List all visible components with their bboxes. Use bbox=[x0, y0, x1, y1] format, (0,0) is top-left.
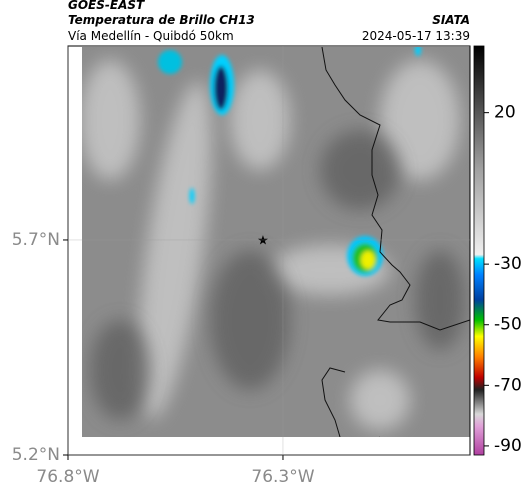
colorbar-tick-label: -30 bbox=[494, 254, 522, 274]
source: SIATA bbox=[432, 13, 470, 27]
svg-text:★: ★ bbox=[257, 234, 269, 249]
x-tick-label: 76.8°W bbox=[36, 467, 99, 487]
colorbar-tick-label: -50 bbox=[494, 315, 522, 335]
x-tick-label: 76.3°W bbox=[251, 467, 314, 487]
satellite-image: ★ bbox=[82, 47, 470, 437]
colorbar bbox=[473, 45, 485, 456]
y-tick-label: 5.7°N bbox=[12, 230, 60, 250]
route: Vía Medellín - Quibdó 50km bbox=[68, 29, 234, 43]
colorbar-tick-label: 20 bbox=[494, 103, 516, 123]
colorbar-tick-label: -70 bbox=[494, 375, 522, 395]
title: GOES-EAST bbox=[68, 0, 145, 12]
y-tick-label: 5.2°N bbox=[12, 445, 60, 465]
colorbar-tick-label: -90 bbox=[494, 436, 522, 456]
subtitle: Temperatura de Brillo CH13 bbox=[68, 13, 255, 27]
timestamp: 2024-05-17 13:39 bbox=[362, 29, 470, 43]
